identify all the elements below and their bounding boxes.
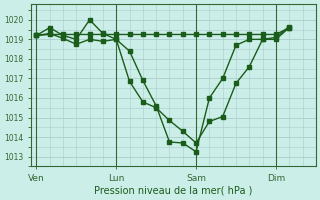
X-axis label: Pression niveau de la mer( hPa ): Pression niveau de la mer( hPa ) [94, 186, 252, 196]
